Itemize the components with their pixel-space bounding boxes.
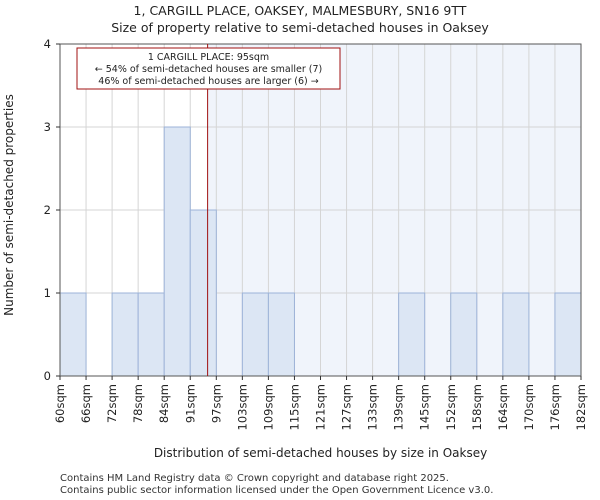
x-tick-label-0: 60sqm xyxy=(53,384,67,423)
x-tick-label-1: 66sqm xyxy=(79,384,93,423)
x-tick-label-5: 91sqm xyxy=(183,384,197,423)
bar-8 xyxy=(267,292,295,377)
y-axis: 0 1 2 3 4 xyxy=(44,37,60,383)
x-tick-label-11: 127sqm xyxy=(340,384,354,430)
property-annotation: 1 CARGILL PLACE: 95sqm ← 54% of semi-det… xyxy=(76,47,341,90)
bar-0 xyxy=(59,292,87,377)
x-tick-label-3: 78sqm xyxy=(131,384,145,423)
chart-title-line-2: Size of property relative to semi-detach… xyxy=(111,20,489,35)
x-tick-label-10: 121sqm xyxy=(314,384,328,430)
bars xyxy=(59,126,582,377)
x-tick-label-9: 115sqm xyxy=(287,384,301,430)
x-tick-label-2: 72sqm xyxy=(105,384,119,423)
bar-17 xyxy=(502,292,530,377)
y-tick-label-2: 2 xyxy=(44,203,51,217)
y-tick-label-0: 0 xyxy=(44,369,51,383)
bar-15 xyxy=(450,292,478,377)
x-tick-label-16: 158sqm xyxy=(470,384,484,430)
bar-2 xyxy=(111,292,139,377)
y-tick-label-1: 1 xyxy=(44,286,51,300)
x-tick-label-15: 152sqm xyxy=(444,384,458,430)
x-tick-label-7: 103sqm xyxy=(235,384,249,430)
annotation-box xyxy=(76,47,341,90)
footer-line-2: Contains public sector information licen… xyxy=(60,485,494,496)
bar-19 xyxy=(554,292,582,377)
x-tick-label-19: 176sqm xyxy=(548,384,562,430)
y-tick-label-4: 4 xyxy=(44,37,51,51)
footer-line-1: Contains HM Land Registry data © Crown c… xyxy=(60,473,449,484)
x-tick-label-17: 164sqm xyxy=(496,384,510,430)
x-tick-label-4: 84sqm xyxy=(157,384,171,423)
bar-4 xyxy=(163,126,191,377)
x-axis-label: Distribution of semi-detached houses by … xyxy=(154,446,487,460)
chart-title-line-1: 1, CARGILL PLACE, OAKSEY, MALMESBURY, SN… xyxy=(133,3,467,18)
x-axis: 60sqm 66sqm 72sqm 78sqm 84sqm 91sqm 97sqm 103sq… xyxy=(53,376,588,430)
bar-5 xyxy=(189,209,217,377)
x-tick-label-6: 97sqm xyxy=(209,384,223,423)
bar-3 xyxy=(137,292,165,377)
y-axis-label: Number of semi-detached properties xyxy=(2,94,16,316)
annotation-line-1: 1 CARGILL PLACE: 95sqm xyxy=(148,52,269,63)
bar-13 xyxy=(398,292,426,377)
x-tick-label-14: 145sqm xyxy=(418,384,432,430)
bar-7 xyxy=(241,292,269,377)
y-tick-label-3: 3 xyxy=(44,120,51,134)
x-tick-label-20: 182sqm xyxy=(574,384,588,430)
annotation-line-3: 46% of semi-detached houses are larger (… xyxy=(98,76,318,87)
x-tick-label-13: 139sqm xyxy=(392,384,406,430)
x-tick-label-8: 109sqm xyxy=(261,384,275,430)
annotation-line-2: ← 54% of semi-detached houses are smalle… xyxy=(95,64,323,75)
x-tick-label-12: 133sqm xyxy=(366,384,380,430)
x-tick-label-18: 170sqm xyxy=(522,384,536,430)
